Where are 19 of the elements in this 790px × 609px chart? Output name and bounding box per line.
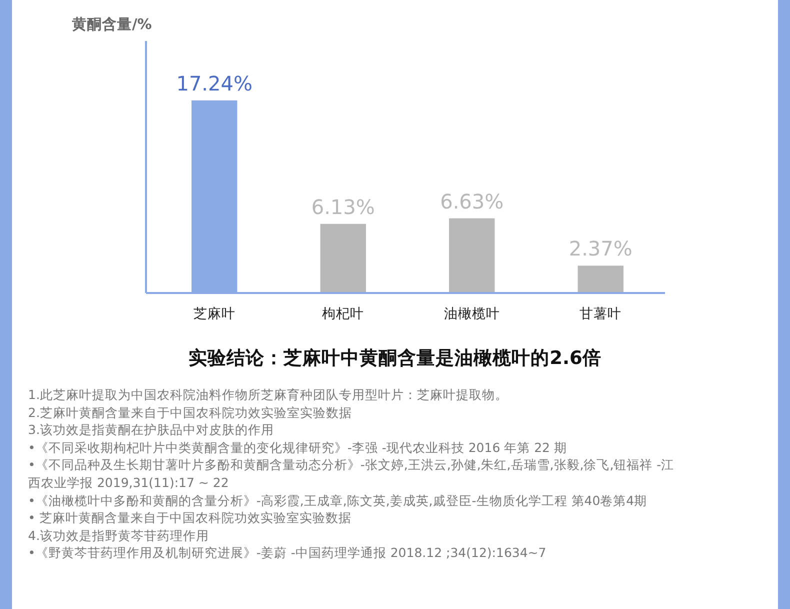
x-tick-label: 芝麻叶	[193, 306, 236, 322]
text: • 芝麻叶黄酮含量来自于中国农科院功效实验室实验数据	[28, 509, 352, 527]
text: 3.该功效是指黄酮在护肤品中对皮肤的作用	[28, 421, 275, 439]
x-tick-label: 油橄榄叶	[444, 306, 500, 322]
x-tick-label: 甘薯叶	[580, 306, 622, 322]
text: 4.该功效是指野黄芩苷药理作用	[28, 526, 210, 544]
text: 1.此芝麻叶提取为中国农科院油料作物所芝麻育种团队专用型叶片：芝麻叶提取物。	[28, 386, 509, 404]
data-label: 6.13%	[311, 194, 375, 219]
data-label: 2.37%	[568, 236, 632, 261]
text: •《不同采收期枸杞叶片中类黄酮含量的变化规律研究》-李强 -现代农业科技 2016 年第 22 期	[28, 438, 568, 456]
text: 实验结论：芝麻叶中黄酮含量是油橄榄叶的2.6倍	[188, 347, 602, 369]
text: •《不同品种及生长期甘薯叶片多酚和黄酮含量动态分析》-张文婷,王洪云,孙健,朱红,岳瑞雪,张毅,徐飞,钮福祥 -江西农业学报 2019,31(11):17 ~ 22	[28, 456, 676, 492]
x-tick-label: 枸杞叶	[322, 306, 364, 322]
text: •《野黄芩苷药理作用及机制研究进展》-姜蔚 -中国药理学通报 2018.12 ;34(12):1634~7	[28, 544, 548, 562]
data-label: 17.24%	[176, 71, 253, 96]
text: •《油橄榄叶中多酚和黄酮的含量分析》-高彩霞,王成章,陈文英,姜成英,戚登臣-生物质化学工程 第40卷第4期	[28, 492, 648, 510]
y-axis-title: 黄酮含量/%	[71, 16, 152, 33]
text: 2.芝麻叶黄酮含量来自于中国农科院功效实验室实验数据	[28, 404, 353, 422]
data-label: 6.63%	[440, 189, 504, 214]
